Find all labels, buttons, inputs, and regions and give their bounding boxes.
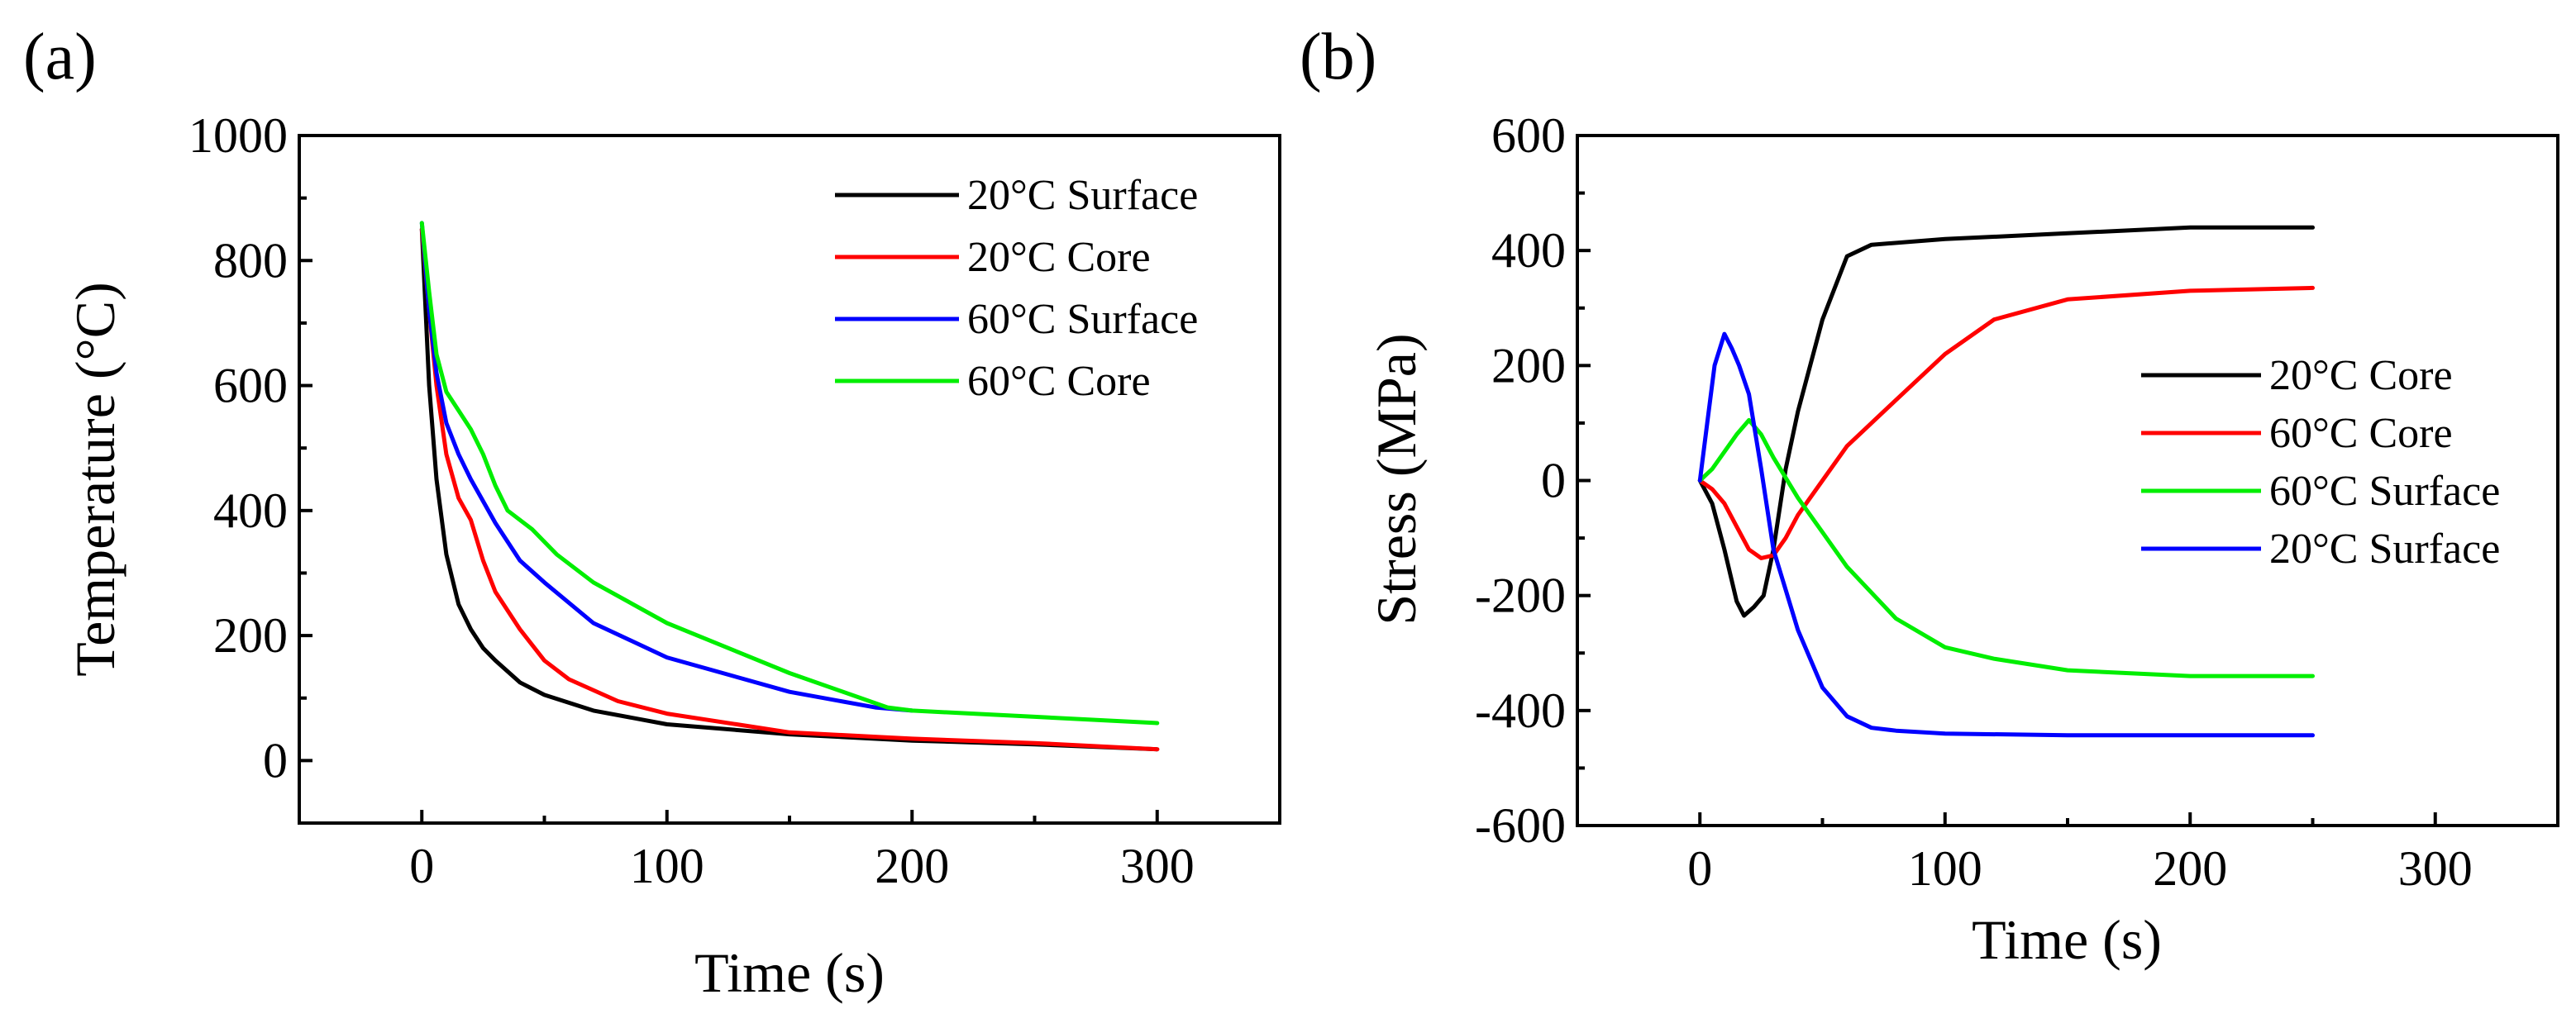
panel-b-ytick-label: 0 xyxy=(1541,454,1566,508)
panel-b-legend-label: 20°C Core xyxy=(2269,352,2453,399)
panel-a-ytick-label: 600 xyxy=(213,359,288,413)
panel-a-series xyxy=(419,221,1160,752)
panel-a-series-60c-core xyxy=(419,221,1160,726)
panel-a-legend-label: 60°C Surface xyxy=(967,296,1198,343)
panel-a-xtick-label: 300 xyxy=(1120,839,1195,893)
panel-b-series-60c-core xyxy=(1697,285,2315,560)
panel-b-xtick-label: 300 xyxy=(2398,841,2473,896)
panel-a-ytick-label: 0 xyxy=(263,733,288,788)
panel-b-xtick-label: 0 xyxy=(1687,841,1712,896)
panel-a-ticks: 0 100 200 300 0 200 400 600 800 1000 xyxy=(188,108,1195,893)
panel-b-legend-label: 60°C Core xyxy=(2269,410,2453,457)
panel-b: (b) 0 100 200 300 -600 -400 -200 0 200 400 600 Tim… xyxy=(1300,21,2559,971)
panel-a-legend-label: 20°C Core xyxy=(967,234,1151,281)
panel-b-ytick-label: 600 xyxy=(1491,108,1566,163)
panel-a-xtick-label: 0 xyxy=(409,839,434,893)
panel-a-ytick-label: 200 xyxy=(213,608,288,663)
panel-b-legend-label: 20°C Surface xyxy=(2269,526,2500,573)
panel-a: (a) 0 100 200 300 0 200 400 600 800 1000 Time (s)… xyxy=(23,21,1281,1004)
panel-a-ytick-label: 1000 xyxy=(188,108,288,163)
panel-a-xtick-label: 100 xyxy=(630,839,704,893)
panel-a-ytick-label: 400 xyxy=(213,483,288,538)
panel-a-label: (a) xyxy=(23,21,97,93)
panel-b-legend-label: 60°C Surface xyxy=(2269,468,2500,515)
panel-a-legend: 20°C Surface 20°C Core 60°C Surface 60°C Co… xyxy=(835,172,1198,405)
panel-b-ytick-label: 200 xyxy=(1491,338,1566,393)
panel-b-xtick-label: 200 xyxy=(2153,841,2227,896)
panel-b-legend: 20°C Core 60°C Core 60°C Surface 20°C Surfa… xyxy=(2141,352,2500,573)
panel-b-ticks: 0 100 200 300 -600 -400 -200 0 200 400 600 xyxy=(1475,108,2473,896)
panel-a-legend-label: 20°C Surface xyxy=(967,172,1198,219)
panel-b-series-60c-surface xyxy=(1697,417,2315,678)
panel-b-ytick-label: 400 xyxy=(1491,223,1566,278)
panel-b-label: (b) xyxy=(1300,21,1376,93)
panel-b-ylabel: Stress (MPa) xyxy=(1365,333,1428,625)
panel-a-ylabel: Temperature (°C) xyxy=(64,282,126,676)
panel-a-series-60c-surface xyxy=(419,221,914,713)
panel-a-ytick-label: 800 xyxy=(213,233,288,288)
panel-b-ytick-label: -400 xyxy=(1475,683,1566,738)
panel-b-ytick-label: -200 xyxy=(1475,569,1566,623)
panel-b-series xyxy=(1697,225,2315,738)
panel-a-legend-label: 60°C Core xyxy=(967,358,1151,405)
panel-b-series-20c-core xyxy=(1697,225,2315,618)
panel-b-ytick-label: -600 xyxy=(1475,798,1566,853)
panel-b-xlabel: Time (s) xyxy=(1972,908,2162,971)
panel-a-xtick-label: 200 xyxy=(875,839,949,893)
panel-b-series-20c-surface xyxy=(1697,331,2315,738)
panel-a-xlabel: Time (s) xyxy=(694,941,885,1004)
panel-a-series-20c-core xyxy=(419,227,1160,752)
panel-b-xtick-label: 100 xyxy=(1908,841,1982,896)
